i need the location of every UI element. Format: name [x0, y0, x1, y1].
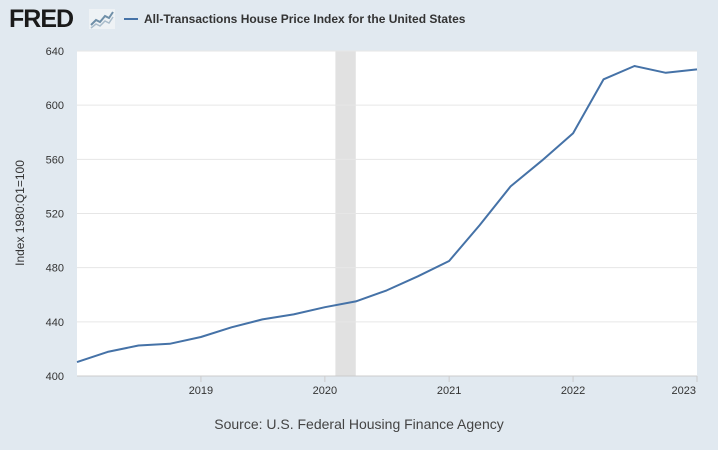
- series-layer: [73, 62, 701, 366]
- y-tick-label: 640: [46, 46, 64, 58]
- x-tick-label: 2021: [437, 385, 461, 397]
- data-point[interactable]: [73, 358, 81, 366]
- data-point[interactable]: [693, 65, 701, 73]
- y-tick-label: 560: [46, 154, 64, 166]
- data-point[interactable]: [197, 333, 205, 341]
- y-tick-label: 600: [46, 100, 64, 112]
- x-tick-label: 2020: [313, 385, 337, 397]
- y-axis-label: Index 1980:Q1=100: [13, 160, 27, 266]
- data-point[interactable]: [290, 310, 298, 318]
- data-point[interactable]: [104, 348, 112, 356]
- data-point[interactable]: [227, 323, 235, 331]
- data-point[interactable]: [476, 221, 484, 229]
- source-note: Source: U.S. Federal Housing Finance Age…: [214, 416, 504, 432]
- data-point[interactable]: [538, 157, 546, 165]
- y-tick-label: 480: [46, 263, 64, 275]
- data-point[interactable]: [321, 303, 329, 311]
- data-point[interactable]: [166, 340, 174, 348]
- header: FRED All-Transactions House Price Index …: [0, 0, 718, 40]
- data-point[interactable]: [414, 272, 422, 280]
- data-point[interactable]: [631, 62, 639, 70]
- x-tick-label: 2019: [189, 385, 213, 397]
- y-axis-ticks: 400 440 480 520 560 600 640: [46, 46, 64, 383]
- y-tick-label: 400: [46, 371, 64, 383]
- legend: All-Transactions House Price Index for t…: [124, 10, 465, 28]
- data-point[interactable]: [600, 75, 608, 83]
- data-point[interactable]: [383, 286, 391, 294]
- data-point[interactable]: [445, 257, 453, 265]
- y-tick-label: 520: [46, 209, 64, 221]
- legend-swatch: [124, 18, 138, 20]
- data-point[interactable]: [569, 129, 577, 137]
- data-point[interactable]: [352, 297, 360, 305]
- data-point[interactable]: [507, 182, 515, 190]
- data-point[interactable]: [134, 342, 142, 350]
- fred-logo[interactable]: FRED: [9, 5, 74, 33]
- x-tick-label: 2022: [561, 385, 585, 397]
- x-axis-ticks: 2019 2020 2021 2022 2023: [77, 375, 698, 397]
- data-point[interactable]: [258, 315, 266, 323]
- series-line[interactable]: [76, 65, 698, 364]
- y-tick-label: 440: [46, 317, 64, 329]
- trend-chart-icon: [89, 9, 115, 29]
- x-tick-label: 2023: [672, 385, 696, 397]
- legend-series-label[interactable]: All-Transactions House Price Index for t…: [144, 12, 466, 26]
- data-point[interactable]: [662, 69, 670, 77]
